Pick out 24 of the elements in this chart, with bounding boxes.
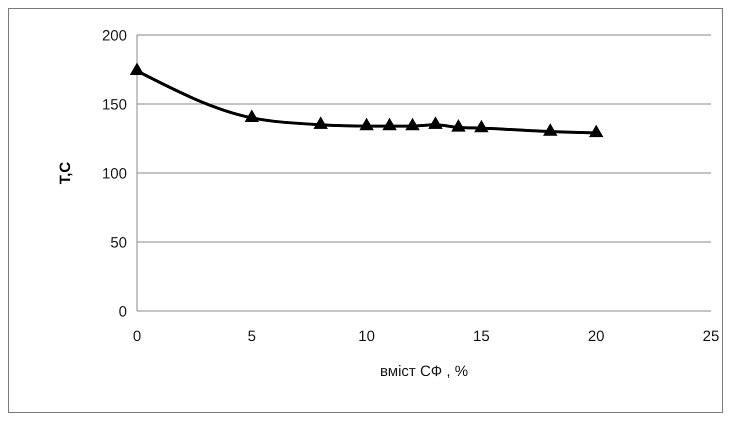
y-axis-title: T,C <box>57 162 74 184</box>
x-tick-label: 25 <box>702 328 720 345</box>
point <box>474 120 489 132</box>
x-axis-title: вміст СФ , % <box>380 363 468 380</box>
point <box>451 119 466 132</box>
point <box>130 62 144 76</box>
point <box>382 118 397 130</box>
y-tick-label: 50 <box>110 234 127 252</box>
x-tick-label: 20 <box>588 328 605 345</box>
y-tick-label: 100 <box>102 165 127 182</box>
point <box>359 118 374 130</box>
x-tick-label: 15 <box>473 328 490 345</box>
y-tick-label: 0 <box>118 303 127 320</box>
point <box>588 124 604 138</box>
y-tick-label: 200 <box>102 27 127 44</box>
point <box>428 116 443 129</box>
point <box>405 118 420 130</box>
x-tick-label: 0 <box>132 328 142 345</box>
x-tick-label: 5 <box>248 328 256 345</box>
point <box>543 123 558 136</box>
point <box>313 116 328 129</box>
x-tick-label: 10 <box>358 328 375 345</box>
y-tick-label: 150 <box>102 96 127 114</box>
point <box>244 109 260 122</box>
